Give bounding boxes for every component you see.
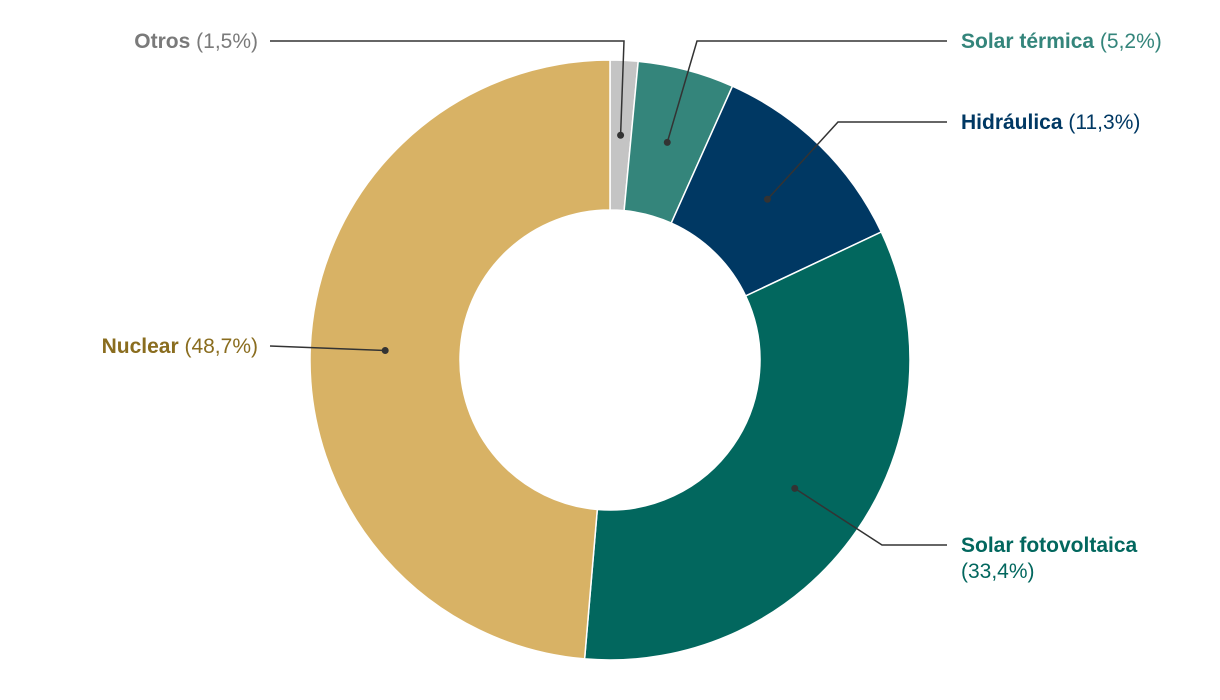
label-name-solar-fotovoltaica: Solar fotovoltaica [961,534,1138,557]
donut-slices [309,59,911,661]
label-solar-fotovoltaica: Solar fotovoltaica (33,4%) [961,534,1138,583]
label-name-solar-termica: Solar térmica [961,30,1094,53]
leader-dot-otros [617,131,625,139]
label-percent-nuclear: (48,7%) [179,335,258,358]
slice-solar-fotovoltaica [583,230,911,661]
label-percent-hidraulica: (11,3%) [1063,111,1141,134]
label-name-otros: Otros [134,30,190,53]
label-nuclear: Nuclear (48,7%) [102,335,258,358]
label-otros: Otros (1,5%) [134,30,258,53]
leader-line-solar-termica [666,40,947,143]
label-percent-otros: (1,5%) [190,30,258,53]
label-percent-solar-fotovoltaica: (33,4%) [961,560,1035,583]
label-percent-solar-termica: (5,2%) [1094,30,1162,53]
label-name-hidraulica: Hidráulica [961,111,1063,134]
leader-dot-nuclear [381,346,389,354]
leader-dot-hidraulica [763,195,771,203]
slice-nuclear [309,59,611,660]
leader-line-hidraulica [766,121,947,200]
leader-line-solar-fotovoltaica [794,487,947,546]
leader-dot-solar-fotovoltaica [791,484,799,492]
leader-dot-solar-termica [663,138,671,146]
leader-lines [269,40,947,546]
label-hidraulica: Hidráulica (11,3%) [961,111,1140,134]
label-solar-termica: Solar térmica (5,2%) [961,30,1162,53]
label-name-nuclear: Nuclear [102,335,179,358]
leader-line-nuclear [269,345,386,352]
leader-line-otros [270,40,625,136]
slice-labels: Otros (1,5%) Solar térmica (5,2%) Hidráuli… [102,30,1162,583]
